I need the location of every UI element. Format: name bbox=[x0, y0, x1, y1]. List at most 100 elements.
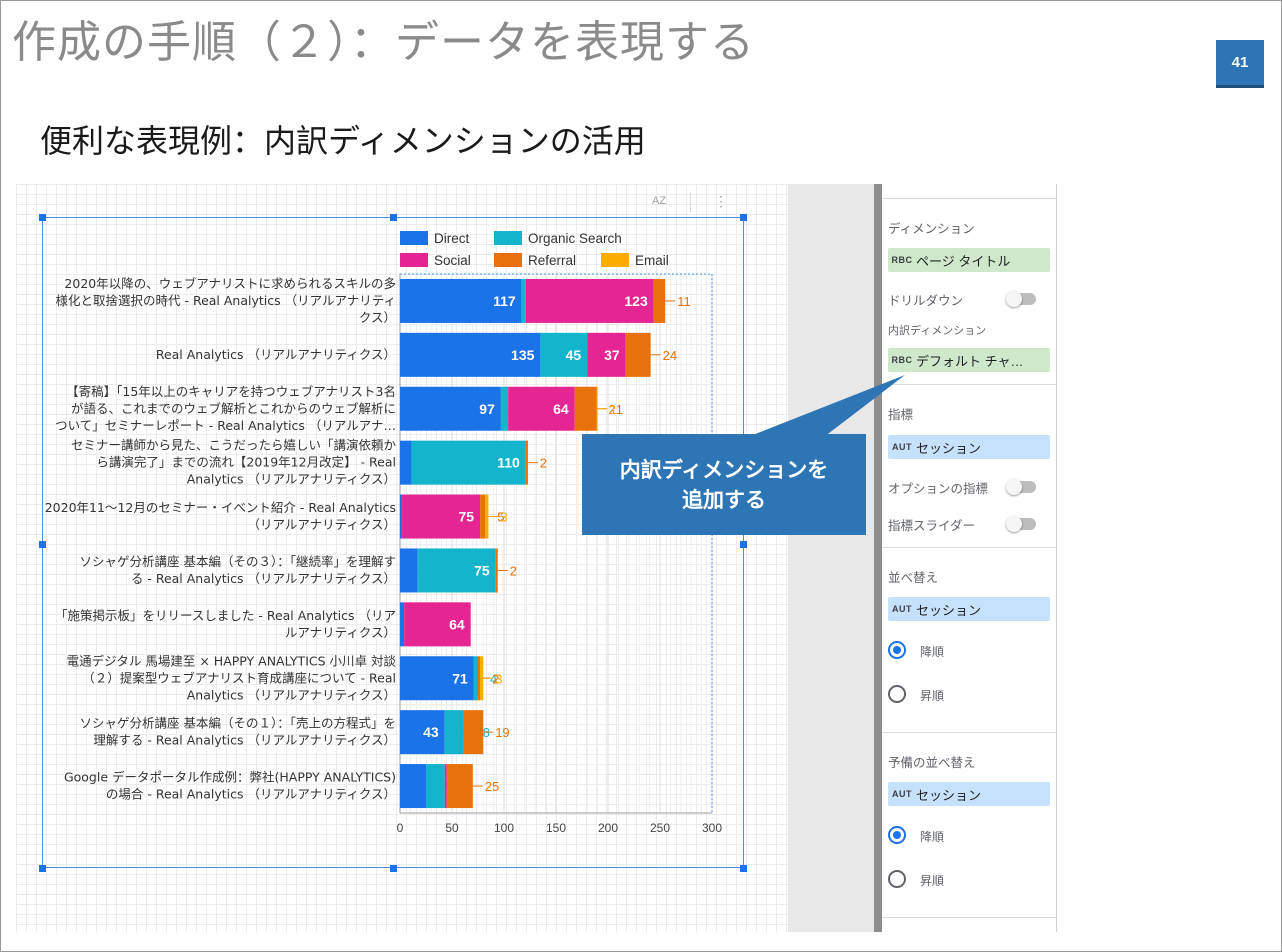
data-label: 64 bbox=[449, 616, 465, 632]
bar-segment bbox=[400, 656, 474, 701]
category-label: 2020年以降の、ウェブアナリストに求められるスキルの多 bbox=[64, 276, 396, 291]
resize-handle[interactable] bbox=[390, 214, 397, 221]
bar-segment bbox=[587, 332, 626, 377]
resize-handle[interactable] bbox=[39, 214, 46, 221]
bar-segment bbox=[625, 332, 651, 377]
bar-segment bbox=[473, 656, 478, 701]
x-tick-label: 200 bbox=[598, 821, 618, 835]
bar-segment bbox=[540, 332, 588, 377]
more-vert-icon[interactable]: ⋮ bbox=[714, 193, 728, 209]
data-label: 110 bbox=[497, 455, 520, 471]
bar-segment bbox=[463, 710, 484, 755]
category-label: Analytics （リアルアナリティクス） bbox=[187, 472, 396, 487]
sort-asc-label: 昇順 bbox=[920, 689, 945, 703]
resize-handle[interactable] bbox=[740, 865, 747, 872]
breakdown-dimension-chip[interactable]: RBC デフォルト チャ… bbox=[888, 348, 1050, 372]
bar-segment bbox=[411, 440, 526, 485]
data-label: 2 bbox=[510, 563, 517, 578]
data-label: 37 bbox=[604, 347, 620, 363]
bar-segment bbox=[400, 440, 412, 485]
bar-segment bbox=[485, 494, 489, 539]
toolbar-divider bbox=[690, 192, 691, 212]
data-label: 1 bbox=[610, 402, 617, 417]
properties-panel: ディメンション RBC ページ タイトル ドリルダウン 内訳ディメンション RB… bbox=[882, 184, 1057, 932]
data-label: 19 bbox=[495, 725, 509, 740]
secondary-sort-heading: 予備の並べ替え bbox=[888, 756, 976, 770]
bar-segment bbox=[444, 710, 464, 755]
metric-slider-label: 指標スライダー bbox=[888, 519, 976, 533]
category-label: クス） bbox=[359, 310, 396, 325]
page-number-badge: 41 bbox=[1216, 40, 1264, 88]
data-label: 97 bbox=[479, 401, 495, 417]
category-label: セミナー講師から見た、こうだったら嬉しい「講演依頼か bbox=[71, 438, 397, 453]
x-tick-label: 250 bbox=[650, 821, 670, 835]
panel-divider[interactable] bbox=[874, 184, 882, 932]
bar-segment bbox=[495, 548, 498, 593]
category-label: Google データポータル作成例：弊社(HAPPY ANALYTICS) bbox=[64, 770, 396, 785]
data-label: 75 bbox=[459, 509, 475, 525]
sort-az-icon[interactable]: AZ bbox=[652, 195, 667, 207]
metric-slider-toggle[interactable] bbox=[1006, 516, 1036, 532]
secondary-sort-chip-label: セッション bbox=[916, 787, 982, 803]
legend-label: Referral bbox=[528, 253, 576, 268]
drilldown-toggle[interactable] bbox=[1006, 291, 1036, 307]
legend-swatch bbox=[400, 253, 428, 267]
breakdown-type-icon: RBC bbox=[891, 355, 913, 365]
callout-line-2: 追加する bbox=[682, 487, 766, 512]
bar-segment bbox=[400, 386, 501, 431]
divider bbox=[882, 732, 1056, 733]
data-label: 5 bbox=[497, 510, 504, 525]
bar-segment bbox=[446, 764, 473, 809]
data-label: 3 bbox=[500, 510, 507, 525]
x-tick-label: 0 bbox=[397, 821, 404, 835]
secondary-sort-desc-radio[interactable] bbox=[888, 826, 906, 844]
bar-segment bbox=[480, 494, 486, 539]
bar-segment bbox=[400, 332, 541, 377]
secondary-sort-chip[interactable]: AUT セッション bbox=[888, 782, 1050, 806]
callout-box: 内訳ディメンションを 追加する bbox=[582, 434, 866, 535]
sort-chip-label: セッション bbox=[916, 602, 982, 618]
x-tick-label: 50 bbox=[445, 821, 459, 835]
resize-handle[interactable] bbox=[39, 865, 46, 872]
category-label: （リアルアナリティクス） bbox=[247, 517, 396, 532]
sort-desc-radio[interactable] bbox=[888, 641, 906, 659]
legend-swatch bbox=[494, 231, 522, 245]
resize-handle[interactable] bbox=[390, 865, 397, 872]
resize-handle[interactable] bbox=[39, 541, 46, 548]
category-label: ソシャゲ分析講座 基本編（その１）：「売上の方程式」を bbox=[80, 716, 396, 731]
data-label: 45 bbox=[566, 347, 582, 363]
bar-segment bbox=[400, 602, 405, 647]
bar-segment bbox=[400, 548, 418, 593]
x-tick-label: 300 bbox=[702, 821, 722, 835]
resize-handle[interactable] bbox=[740, 214, 747, 221]
data-label: 123 bbox=[624, 293, 648, 309]
data-label: 24 bbox=[663, 348, 677, 363]
secondary-sort-type-icon: AUT bbox=[892, 789, 912, 799]
resize-handle[interactable] bbox=[740, 541, 747, 548]
category-label: が語る、これまでのウェブ解析とこれからのウェブ解析に bbox=[71, 401, 396, 416]
category-label: ソシャゲ分析講座 基本編（その３）：「継続率」を理解す bbox=[80, 554, 396, 569]
bar-segment bbox=[521, 278, 526, 323]
dimension-chip[interactable]: RBC ページ タイトル bbox=[888, 248, 1050, 272]
bar-segment bbox=[402, 494, 481, 539]
bar-segment bbox=[400, 710, 445, 755]
data-label: 117 bbox=[493, 293, 516, 309]
bar-segment bbox=[426, 764, 445, 809]
legend-label: Social bbox=[434, 253, 471, 268]
x-tick-label: 100 bbox=[494, 821, 514, 835]
sort-chip[interactable]: AUT セッション bbox=[888, 597, 1050, 621]
optional-metrics-toggle[interactable] bbox=[1006, 479, 1036, 495]
category-label: 「施策掲示板」をリリースしました - Real Analytics （リア bbox=[55, 608, 396, 623]
sort-heading: 並べ替え bbox=[888, 571, 939, 585]
secondary-sort-asc-radio[interactable] bbox=[888, 870, 906, 888]
metric-chip[interactable]: AUT セッション bbox=[888, 435, 1050, 459]
bar-segment bbox=[417, 548, 496, 593]
sort-asc-radio[interactable] bbox=[888, 685, 906, 703]
data-label: 43 bbox=[423, 724, 439, 740]
data-label: 3 bbox=[495, 671, 502, 686]
slide-title: 作成の手順（２）：データを表現する bbox=[12, 17, 755, 68]
category-label: ついて」セミナーレポート - Real Analytics （リアルアナ… bbox=[55, 418, 396, 433]
divider bbox=[882, 547, 1056, 548]
category-label: 電通デジタル 馬場建至 × HAPPY ANALYTICS 小川卓 対談 bbox=[67, 653, 397, 668]
